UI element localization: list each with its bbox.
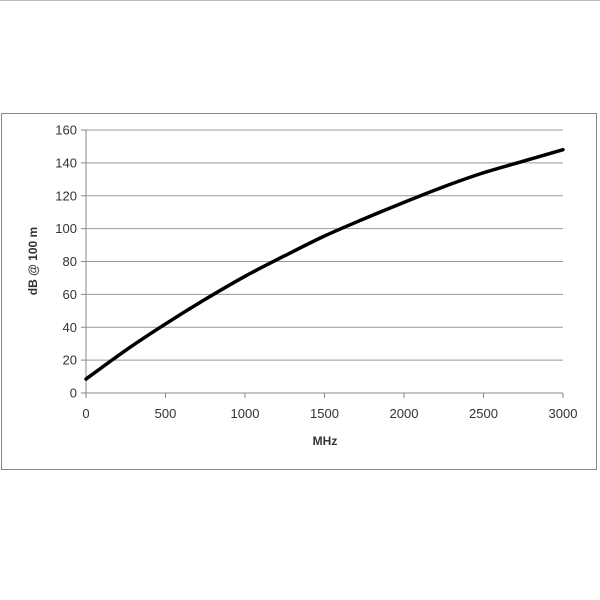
top-border — [0, 0, 600, 1]
y-tick-label: 40 — [63, 320, 77, 335]
x-tick-label: 3000 — [549, 406, 578, 421]
chart-frame — [1, 113, 597, 470]
x-tick-label: 1500 — [310, 406, 339, 421]
y-tick-label: 0 — [70, 386, 77, 401]
x-tick-label: 2000 — [390, 406, 419, 421]
y-tick-label: 100 — [55, 221, 77, 236]
y-tick-label: 60 — [63, 287, 77, 302]
x-axis-label: MHz — [313, 434, 338, 448]
x-tick-label: 0 — [82, 406, 89, 421]
y-tick-label: 20 — [63, 353, 77, 368]
y-tick-label: 80 — [63, 254, 77, 269]
x-tick-label: 2500 — [469, 406, 498, 421]
y-tick-label: 160 — [55, 123, 77, 138]
x-tick-label: 1000 — [231, 406, 260, 421]
y-tick-label: 120 — [55, 188, 77, 203]
y-tick-label: 140 — [55, 155, 77, 170]
series-line — [84, 147, 565, 381]
x-tick-label: 500 — [155, 406, 177, 421]
y-axis-label: dB @ 100 m — [26, 227, 40, 295]
